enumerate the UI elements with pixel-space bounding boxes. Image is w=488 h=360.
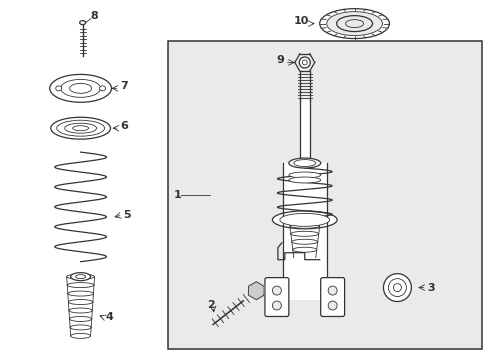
Ellipse shape (290, 231, 318, 236)
Ellipse shape (387, 279, 406, 297)
Ellipse shape (383, 274, 410, 302)
Ellipse shape (71, 333, 90, 338)
Ellipse shape (272, 286, 281, 295)
Ellipse shape (69, 84, 91, 93)
Text: 8: 8 (90, 11, 98, 21)
Ellipse shape (71, 273, 90, 280)
Ellipse shape (57, 120, 104, 136)
Text: 3: 3 (427, 283, 434, 293)
Ellipse shape (56, 86, 61, 91)
Ellipse shape (393, 284, 401, 292)
Ellipse shape (293, 159, 315, 167)
Ellipse shape (288, 172, 320, 178)
Ellipse shape (80, 21, 85, 24)
Text: 9: 9 (275, 55, 283, 66)
Ellipse shape (299, 57, 309, 68)
Ellipse shape (51, 117, 110, 139)
Ellipse shape (279, 213, 329, 226)
Text: 6: 6 (120, 121, 128, 131)
Ellipse shape (61, 80, 101, 97)
Ellipse shape (68, 300, 93, 305)
Ellipse shape (67, 283, 94, 288)
Ellipse shape (288, 158, 320, 168)
Ellipse shape (336, 15, 372, 32)
Ellipse shape (326, 12, 382, 36)
Ellipse shape (272, 211, 336, 229)
FancyBboxPatch shape (264, 278, 288, 316)
FancyBboxPatch shape (320, 278, 344, 316)
Ellipse shape (327, 286, 336, 295)
Ellipse shape (288, 177, 320, 183)
Ellipse shape (272, 301, 281, 310)
Text: 4: 4 (105, 312, 113, 323)
Ellipse shape (76, 275, 85, 279)
Ellipse shape (69, 308, 92, 313)
Ellipse shape (69, 316, 92, 321)
Text: 1: 1 (173, 190, 181, 200)
Bar (168, 41, 481, 349)
Text: 7: 7 (120, 81, 128, 91)
Text: 2: 2 (207, 300, 214, 310)
Ellipse shape (327, 301, 336, 310)
Ellipse shape (70, 325, 91, 330)
Ellipse shape (319, 9, 388, 39)
Text: 10: 10 (293, 15, 308, 26)
Ellipse shape (289, 223, 319, 228)
Ellipse shape (345, 20, 363, 28)
Bar (282, 163, 326, 300)
Ellipse shape (292, 247, 316, 252)
Bar (299, 100, 309, 165)
Ellipse shape (291, 239, 317, 244)
Ellipse shape (68, 291, 93, 296)
Ellipse shape (302, 60, 306, 65)
Text: 5: 5 (123, 210, 131, 220)
Polygon shape (248, 282, 264, 300)
Ellipse shape (64, 123, 96, 133)
Ellipse shape (100, 86, 105, 91)
Ellipse shape (66, 274, 94, 279)
Ellipse shape (50, 75, 111, 102)
Ellipse shape (73, 126, 88, 131)
